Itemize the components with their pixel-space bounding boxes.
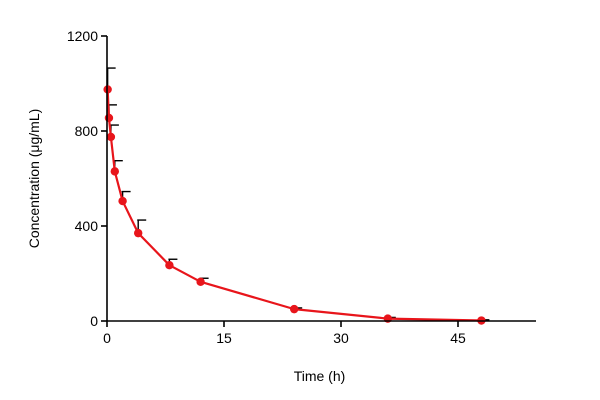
axes-group [106,36,536,322]
data-point [196,277,205,287]
data-point [118,196,127,206]
error-bars [106,67,490,321]
x-axis-title: Time (h) [294,368,346,384]
data-point [104,113,114,123]
series-group [103,85,486,325]
data-point [110,167,120,176]
x-tick-label: 30 [333,330,349,346]
data-point [290,304,299,314]
x-tick-label: 15 [216,330,232,346]
y-tick-label: 400 [75,218,99,234]
y-tick-label: 0 [90,313,98,329]
y-tick-label: 1200 [67,28,98,44]
x-tick-label: 45 [450,330,466,346]
data-point [106,132,116,142]
series-line [106,89,482,322]
x-tick-label: 0 [103,330,111,346]
y-axis-title: Concentration (μg/mL) [26,109,42,249]
data-point [165,260,174,270]
y-tick-label: 800 [75,123,99,139]
data-point [134,228,143,238]
ticks-group: 0 400 800 1200 0 15 30 45 [67,28,466,346]
